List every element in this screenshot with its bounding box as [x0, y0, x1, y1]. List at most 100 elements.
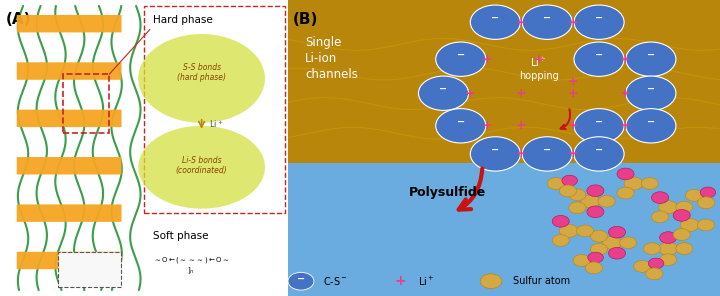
Circle shape — [673, 210, 690, 221]
Text: −: − — [297, 274, 305, 284]
Circle shape — [598, 195, 615, 207]
Ellipse shape — [138, 126, 265, 209]
Circle shape — [562, 175, 577, 186]
Text: −: − — [647, 84, 655, 94]
FancyBboxPatch shape — [17, 62, 122, 80]
Bar — [63, 74, 109, 133]
Circle shape — [590, 243, 608, 255]
Bar — [58, 252, 121, 287]
Circle shape — [581, 195, 600, 208]
Circle shape — [585, 262, 603, 274]
Text: −: − — [595, 116, 603, 126]
Circle shape — [470, 137, 521, 171]
FancyArrowPatch shape — [459, 168, 482, 210]
Text: Single
Li-ion
channels: Single Li-ion channels — [305, 36, 358, 81]
Text: $\sim$O$\leftarrow$($\sim\sim\sim$)$\leftarrow$O$\sim$
$\quad\quad\quad\quad\qua: $\sim$O$\leftarrow$($\sim\sim\sim$)$\lef… — [153, 255, 229, 276]
Text: −: − — [595, 13, 603, 23]
FancyBboxPatch shape — [17, 15, 122, 32]
Text: (A): (A) — [6, 12, 31, 27]
Text: −: − — [491, 13, 500, 23]
Circle shape — [552, 235, 570, 246]
Circle shape — [470, 5, 521, 39]
FancyBboxPatch shape — [17, 252, 122, 269]
Circle shape — [608, 226, 626, 238]
Polygon shape — [288, 163, 720, 296]
Polygon shape — [288, 0, 720, 163]
Text: −: − — [543, 13, 552, 23]
Circle shape — [288, 272, 314, 290]
Text: Hard phase: Hard phase — [153, 15, 212, 25]
Text: Li$^+$
hopping: Li$^+$ hopping — [518, 56, 559, 81]
Text: +: + — [482, 119, 492, 132]
Text: +: + — [534, 53, 544, 66]
Circle shape — [626, 76, 676, 110]
Text: +: + — [516, 119, 526, 132]
Circle shape — [559, 185, 577, 197]
Text: +: + — [482, 53, 492, 66]
Text: Polysulfide: Polysulfide — [409, 186, 486, 199]
FancyArrowPatch shape — [561, 109, 570, 129]
Circle shape — [480, 274, 502, 289]
Circle shape — [617, 168, 634, 180]
Text: +: + — [516, 147, 526, 160]
Text: +: + — [568, 119, 578, 132]
Text: Li$^+$: Li$^+$ — [418, 275, 434, 288]
Text: Soft phase: Soft phase — [153, 231, 208, 241]
Circle shape — [698, 197, 715, 209]
Text: Li$^+$: Li$^+$ — [209, 118, 223, 130]
Circle shape — [617, 187, 634, 199]
Text: +: + — [568, 16, 578, 29]
Circle shape — [522, 137, 572, 171]
Circle shape — [603, 236, 621, 249]
Circle shape — [626, 109, 676, 143]
Circle shape — [587, 206, 604, 218]
Circle shape — [436, 42, 486, 76]
Text: (B): (B) — [292, 12, 318, 27]
Text: −: − — [595, 50, 603, 60]
Text: C-S$^-$: C-S$^-$ — [323, 275, 348, 287]
Circle shape — [700, 187, 716, 198]
Text: Sulfur atom: Sulfur atom — [513, 276, 570, 286]
Text: S-S bonds
(hard phase): S-S bonds (hard phase) — [177, 63, 226, 82]
Circle shape — [626, 42, 676, 76]
Circle shape — [673, 229, 690, 240]
Circle shape — [644, 243, 660, 255]
Circle shape — [659, 201, 678, 214]
Circle shape — [522, 5, 572, 39]
Circle shape — [648, 258, 664, 269]
Circle shape — [574, 5, 624, 39]
Circle shape — [642, 178, 658, 189]
Circle shape — [574, 42, 624, 76]
Text: −: − — [647, 50, 655, 60]
Circle shape — [646, 268, 663, 280]
Text: +: + — [568, 147, 578, 160]
Circle shape — [547, 178, 564, 189]
Circle shape — [652, 192, 669, 203]
Circle shape — [660, 254, 677, 266]
Circle shape — [577, 225, 593, 237]
Circle shape — [659, 242, 678, 255]
Text: +: + — [516, 87, 526, 100]
Circle shape — [569, 189, 586, 201]
Circle shape — [676, 201, 693, 213]
Circle shape — [676, 243, 693, 255]
Circle shape — [685, 189, 703, 201]
Text: −: − — [456, 116, 465, 126]
Circle shape — [418, 76, 469, 110]
Circle shape — [573, 255, 590, 266]
Text: +: + — [395, 274, 406, 288]
Circle shape — [624, 177, 643, 190]
Circle shape — [680, 218, 699, 231]
Circle shape — [574, 137, 624, 171]
Text: +: + — [464, 87, 474, 100]
Text: −: − — [491, 144, 500, 155]
Text: −: − — [439, 84, 448, 94]
FancyBboxPatch shape — [17, 204, 122, 222]
Circle shape — [552, 215, 570, 227]
Text: −: − — [456, 50, 465, 60]
Bar — [144, 6, 285, 213]
Circle shape — [559, 224, 578, 237]
Circle shape — [620, 237, 636, 249]
Text: −: − — [647, 116, 655, 126]
Text: +: + — [568, 87, 578, 100]
